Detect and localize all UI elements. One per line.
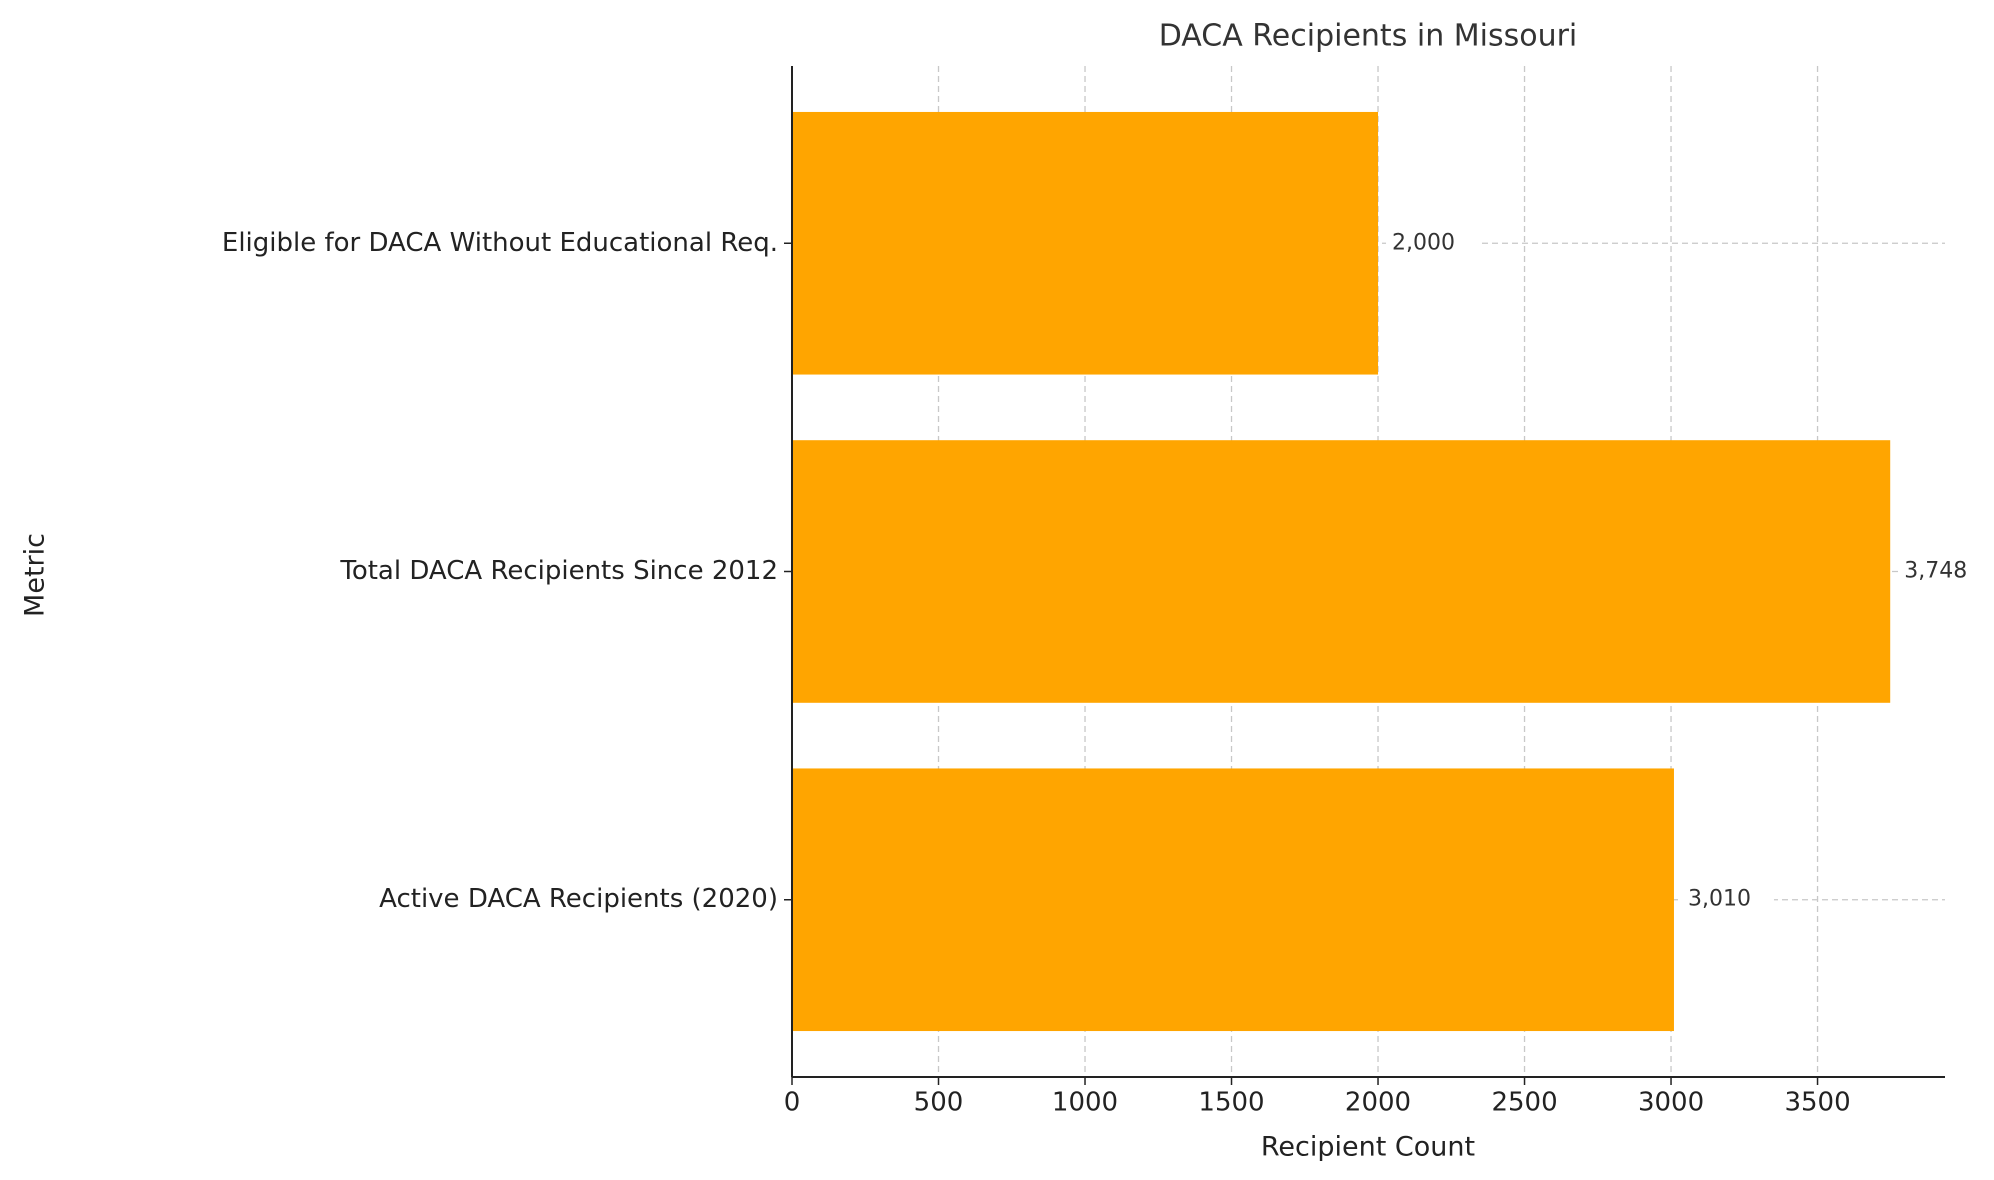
value-label: 3,010: [1688, 887, 1751, 912]
bar: [792, 111, 1379, 375]
x-axis-label: Recipient Count: [1261, 1132, 1475, 1163]
bar: [792, 440, 1891, 703]
value-label-bg: [1898, 557, 1991, 586]
x-tick-label: 0: [784, 1088, 801, 1118]
value-label-bg: [1681, 885, 1774, 914]
y-tick-label: Active DACA Recipients (2020): [379, 884, 778, 914]
x-tick-label: 500: [914, 1088, 964, 1118]
y-tick-label: Eligible for DACA Without Educational Re…: [222, 228, 778, 258]
x-tick-label: 3000: [1638, 1088, 1704, 1118]
x-tick-label: 1500: [1198, 1088, 1264, 1118]
y-tick-label: Total DACA Recipients Since 2012: [339, 556, 778, 586]
value-label: 2,000: [1392, 230, 1455, 255]
chart-title: DACA Recipients in Missouri: [1159, 19, 1578, 54]
value-label-bg: [1386, 229, 1479, 258]
x-tick-label: 3500: [1784, 1088, 1850, 1118]
value-label: 3,748: [1904, 559, 1967, 584]
x-tick-label: 1000: [1052, 1088, 1118, 1118]
x-tick-label: 2500: [1491, 1088, 1557, 1118]
y-axis-label: Metric: [20, 533, 51, 617]
x-tick-label: 2000: [1345, 1088, 1411, 1118]
bar: [792, 768, 1674, 1032]
